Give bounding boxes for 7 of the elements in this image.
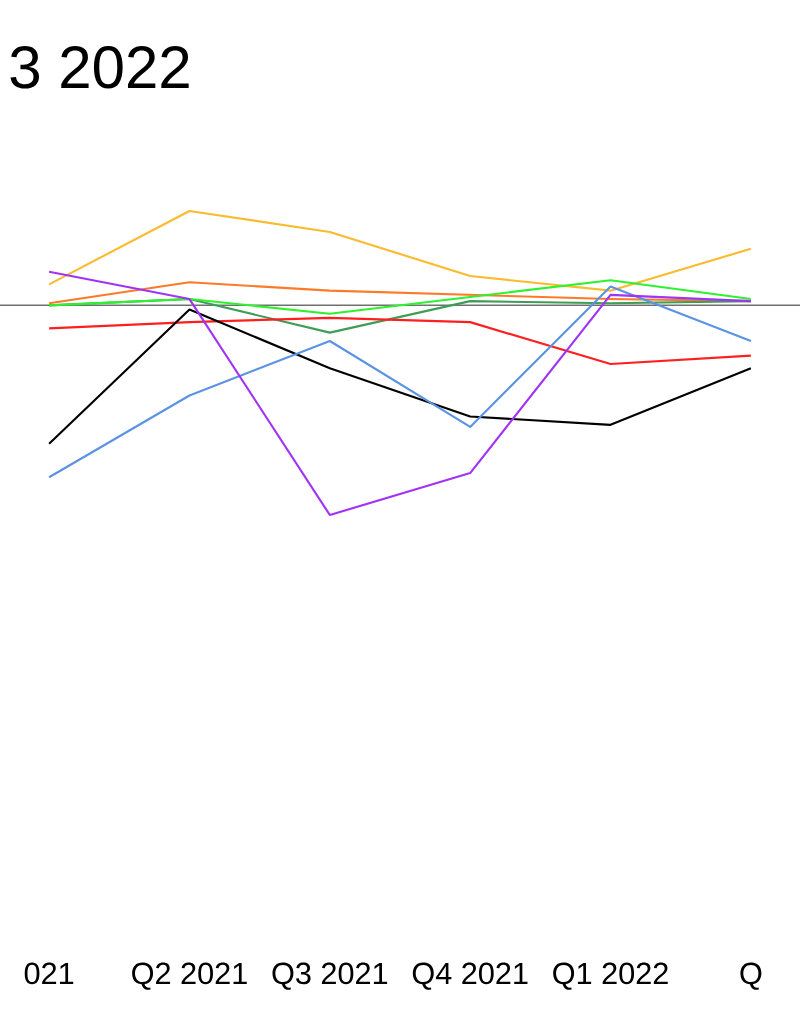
x-tick-label: Q2 2021 — [132, 962, 247, 990]
x-tick-label: Q3 2021 — [272, 962, 388, 990]
x-tick-label: Q4 2021 — [412, 962, 528, 990]
x-tick-label: 021 — [24, 962, 74, 985]
x-tick-label: Q1 2022 — [553, 962, 668, 990]
x-tick-label: Q — [740, 962, 762, 990]
chart-title: 3 2022 — [10, 46, 189, 89]
